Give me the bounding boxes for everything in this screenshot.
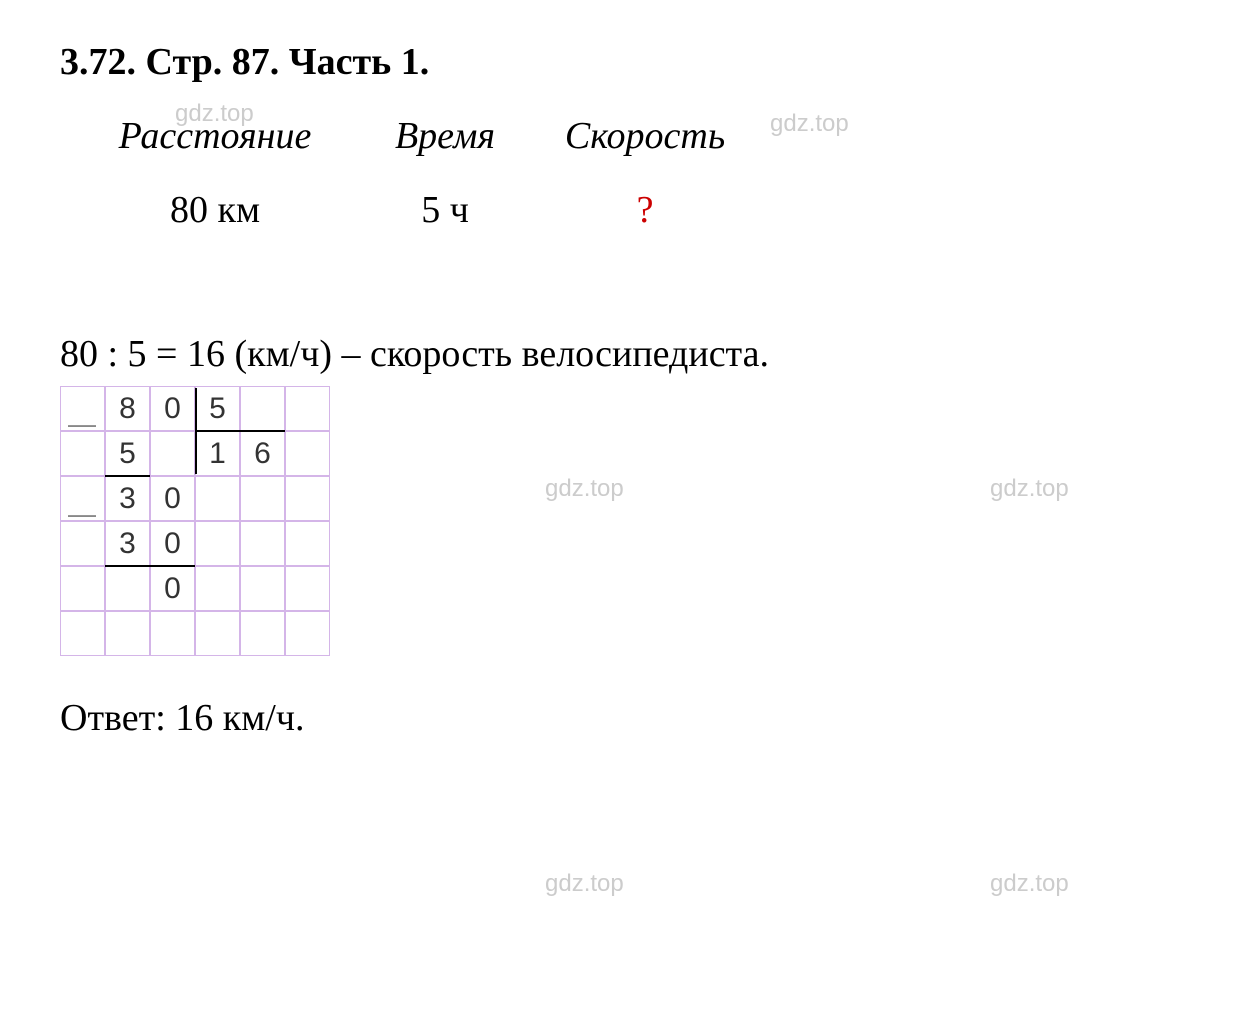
minus-icon: — — [68, 498, 96, 530]
header-distance: Расстояние — [90, 114, 340, 158]
step2-sub-1: 3 — [105, 521, 150, 566]
long-division-work: 8 0 5 — 5 1 6 3 0 — 3 0 0 — [60, 386, 340, 656]
watermark: gdz.top — [545, 475, 624, 503]
value-time: 5 ч — [380, 188, 510, 232]
value-speed-unknown: ? — [550, 188, 740, 232]
problem-title: 3.72. Стр. 87. Часть 1. — [60, 40, 1173, 84]
step1-remainder-1: 3 — [105, 476, 150, 521]
watermark: gdz.top — [990, 870, 1069, 898]
step1-remainder-2: 0 — [150, 476, 195, 521]
table-data-row: 80 км 5 ч ? — [90, 188, 1173, 232]
final-remainder: 0 — [150, 566, 195, 611]
step1-subtract: 5 — [105, 431, 150, 476]
equation-line: 80 : 5 = 16 (км/ч) – скорость велосипеди… — [60, 332, 1173, 376]
answer-line: Ответ: 16 км/ч. — [60, 696, 1173, 740]
header-time: Время — [380, 114, 510, 158]
header-speed: Скорость — [550, 114, 740, 158]
step2-sub-2: 0 — [150, 521, 195, 566]
table-header-row: Расстояние Время Скорость — [90, 114, 1173, 158]
quotient-digit-1: 1 — [195, 431, 240, 476]
dividend-digit-1: 8 — [105, 386, 150, 431]
value-distance: 80 км — [90, 188, 340, 232]
watermark: gdz.top — [545, 870, 624, 898]
quotient-digit-2: 6 — [240, 431, 285, 476]
divisor-digit: 5 — [195, 386, 240, 431]
minus-icon: — — [68, 408, 96, 440]
watermark: gdz.top — [990, 475, 1069, 503]
dividend-digit-2: 0 — [150, 386, 195, 431]
